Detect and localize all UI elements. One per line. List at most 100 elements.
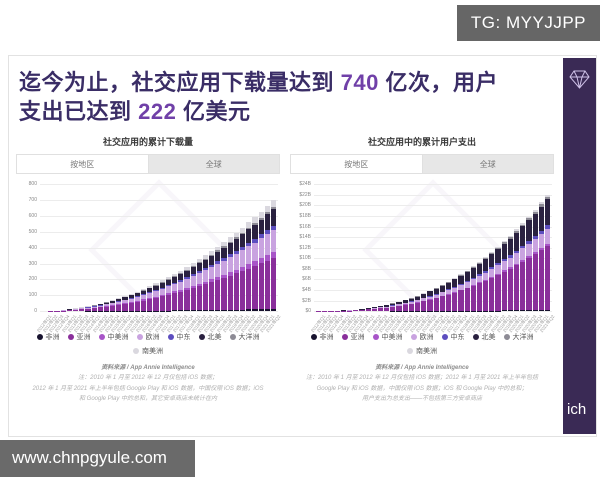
bar	[328, 310, 334, 312]
y-tick-label: $0	[305, 308, 311, 315]
bar-segment	[264, 230, 270, 235]
tab-by-region[interactable]: 按地区	[291, 155, 423, 174]
strip-cropped-text: ich	[567, 401, 587, 418]
bar-segment	[470, 285, 476, 287]
gridline	[40, 231, 278, 233]
bar	[501, 240, 507, 312]
bar-segment	[526, 241, 532, 244]
bar-segment	[532, 252, 538, 255]
y-tick-label: $2B	[302, 297, 311, 304]
bar-segment	[507, 255, 513, 258]
bar-segment	[520, 245, 526, 249]
gridline	[314, 268, 552, 270]
brand-side-strip: ich	[563, 58, 596, 434]
bar-segment	[532, 209, 538, 212]
tab-global[interactable]: 全球	[148, 155, 279, 174]
legend-dot	[341, 334, 348, 341]
bar-segment	[202, 281, 209, 285]
plot-area: $24B $22B $20B $18B $16B $14B $12B $10B $8B $6B $4…	[299, 179, 552, 321]
bar-segment	[178, 273, 184, 280]
tab-global[interactable]: 全球	[422, 155, 553, 174]
bar-segment	[171, 276, 178, 283]
bar	[184, 266, 190, 312]
bar-segment	[184, 266, 190, 270]
bar-segment	[526, 220, 532, 242]
bar-segment	[495, 273, 501, 276]
bar-segment	[445, 281, 452, 283]
bar-segment	[415, 302, 421, 312]
bar	[532, 209, 538, 312]
bar-segment	[159, 287, 165, 289]
site-watermark-label: www.chnpgyule.com	[12, 448, 167, 467]
bar-segment	[353, 310, 359, 312]
bar-segment	[240, 246, 246, 251]
bar	[346, 310, 353, 312]
bar-segment	[122, 296, 128, 298]
legend-item: 亚洲	[341, 332, 365, 342]
bar	[433, 288, 439, 312]
bar-segment	[215, 251, 221, 262]
legend-dot	[133, 348, 139, 355]
source-footnote: 资料来源 / App Annie Intelligence 注：2010 年 1 …	[16, 363, 280, 404]
plot-area: 800 700 600 500 400 300 200 100 0	[29, 179, 278, 321]
bar-segment	[72, 309, 79, 312]
y-tick-label: $4B	[302, 287, 311, 294]
legend-label: 非洲	[45, 334, 60, 342]
bar-segment	[128, 295, 134, 298]
title-text: 亿美元	[176, 98, 251, 124]
bar	[264, 206, 270, 312]
bar-segment	[79, 308, 85, 310]
bar-segment	[134, 293, 140, 297]
bar-segment	[489, 254, 495, 268]
bar-segment	[544, 197, 551, 200]
bar-segment	[532, 254, 538, 311]
legend-item: 非洲	[36, 332, 60, 342]
bar-segment	[110, 305, 116, 306]
bar-segment	[489, 310, 495, 312]
bar-segment	[538, 202, 544, 205]
bar-segment	[215, 309, 221, 312]
bar-segment	[227, 257, 233, 273]
bar	[209, 250, 215, 312]
bar-segment	[227, 272, 233, 276]
bar-segment	[544, 310, 551, 312]
bar-segment	[103, 306, 110, 312]
bar-segment	[458, 274, 464, 276]
bar	[402, 299, 408, 312]
bar-segment	[171, 273, 178, 277]
bar	[215, 246, 221, 312]
bar-segment	[476, 262, 483, 264]
bar-segment	[233, 232, 239, 238]
bar-segment	[514, 232, 520, 251]
bar-segment	[270, 252, 277, 258]
legend-dot	[410, 334, 417, 341]
gridline	[314, 205, 552, 207]
bar-segment	[60, 310, 66, 312]
bar-segment	[196, 259, 202, 263]
legend-dot	[472, 334, 479, 341]
bar-segment	[134, 296, 140, 297]
bar-segment	[258, 258, 264, 264]
legend-item: 中东	[441, 332, 465, 342]
bar	[196, 259, 202, 312]
bar	[452, 277, 458, 312]
bar-segment	[159, 310, 165, 312]
bar-segment	[227, 309, 233, 312]
chart-title: 社交应用的累计下载量	[102, 137, 193, 148]
bar-segment	[377, 306, 384, 308]
bar-segment	[240, 232, 246, 235]
bar-segment	[221, 309, 227, 312]
bar-segment	[190, 267, 196, 275]
bar-segment	[110, 300, 116, 301]
bar-segment	[359, 310, 365, 312]
bar-segment	[184, 310, 190, 312]
bar-segment	[464, 270, 470, 272]
gridline	[314, 215, 552, 217]
tab-by-region[interactable]: 按地区	[17, 155, 149, 174]
bar-segment	[116, 299, 122, 302]
bar-segment	[184, 289, 190, 311]
y-tick-label: $8B	[302, 265, 311, 272]
bar-segment	[452, 291, 458, 293]
legend: 非洲 亚洲 中美洲 欧洲 中东 北美 大洋洲 南美洲	[16, 332, 280, 356]
bar-segment	[147, 286, 153, 288]
